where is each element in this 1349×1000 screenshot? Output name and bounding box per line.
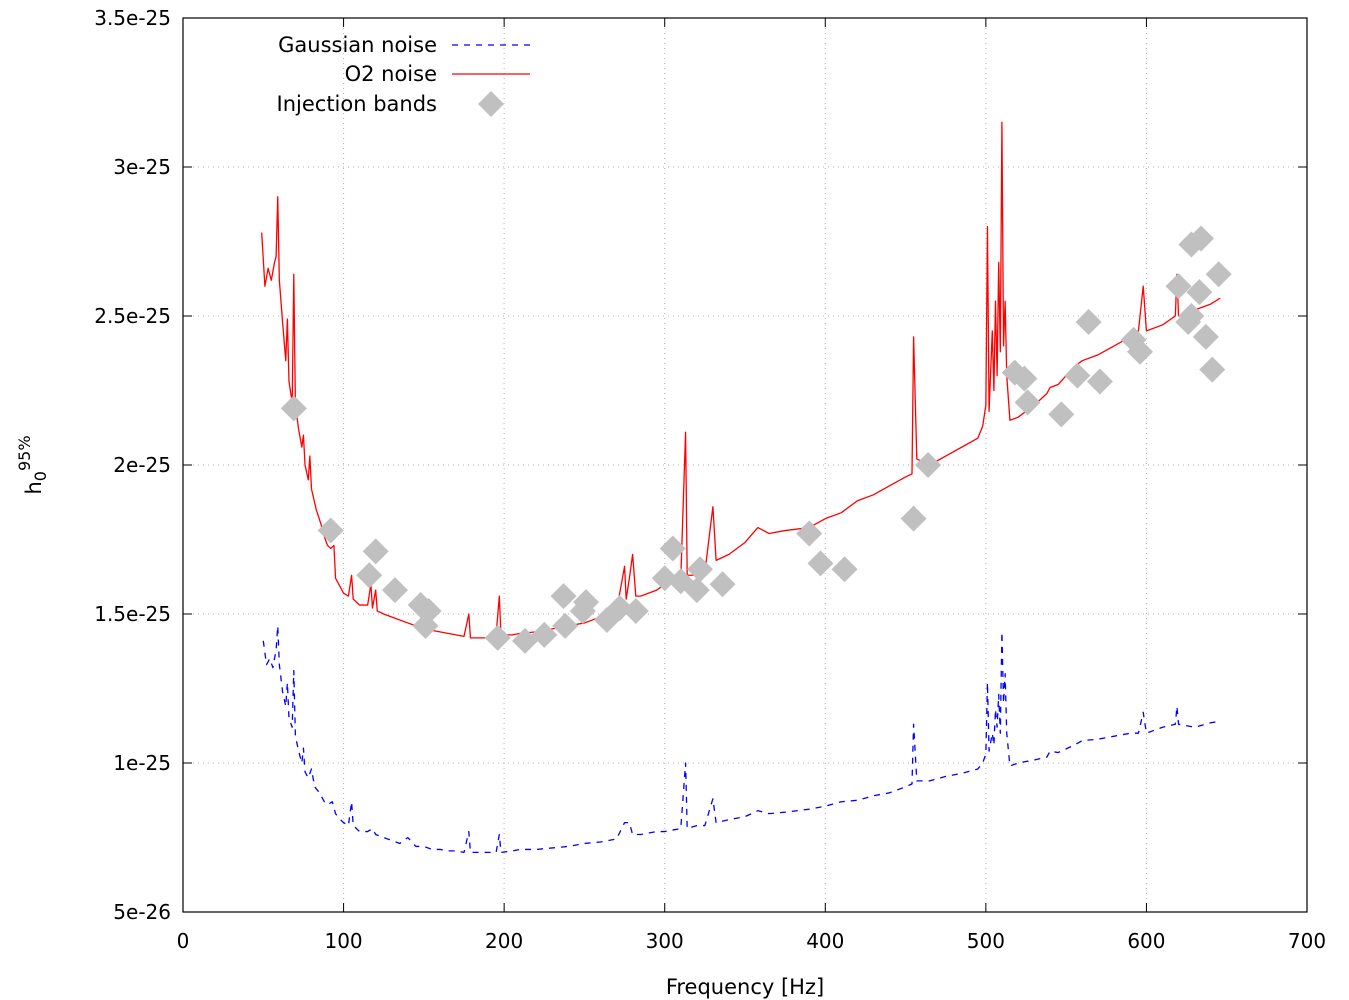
y-axis-label-base: h: [22, 481, 46, 494]
legend: Gaussian noise O2 noise Injection bands: [277, 33, 530, 117]
y-tick-label: 3e-25: [113, 155, 171, 179]
injection-band-point: [622, 598, 649, 625]
injection-band-point: [807, 550, 834, 577]
x-tick-label: 200: [485, 929, 523, 953]
injection-band-point: [1186, 279, 1213, 306]
x-tick-label: 100: [324, 929, 362, 953]
y-tick-label: 2.5e-25: [94, 304, 171, 328]
injection-band-point: [1205, 261, 1232, 288]
injection-band-point: [687, 556, 714, 583]
grid-lines: [183, 18, 1307, 912]
injection-band-point: [415, 598, 442, 625]
injection-band-point: [381, 577, 408, 604]
x-tick-label: 400: [806, 929, 844, 953]
injection-band-point: [1064, 362, 1091, 389]
y-axis-label-sub: 0: [31, 471, 50, 481]
injection-band-point: [915, 452, 942, 478]
series-o2-noise-line: [261, 121, 1221, 639]
y-axis-label: h095%: [15, 435, 50, 494]
series-layer: [261, 121, 1232, 854]
x-tick-label: 300: [646, 929, 684, 953]
x-tick-label: 600: [1127, 929, 1165, 953]
y-tick-label: 3.5e-25: [94, 6, 171, 30]
axis-ticks: [182, 17, 1308, 913]
injection-band-point: [573, 589, 600, 616]
injection-band-point: [362, 538, 389, 565]
injection-band-point: [831, 556, 858, 583]
injection-band-point: [317, 517, 344, 544]
tick-labels: 0 100 200 300 400 500 600 700 5e-26 1e-25 1.5e-25 2…: [94, 6, 1326, 953]
injection-band-point: [1075, 308, 1102, 335]
injection-band-point: [651, 565, 678, 592]
legend-label-o2-noise: O2 noise: [345, 62, 437, 86]
injection-band-point: [659, 535, 686, 562]
injection-band-point: [683, 577, 710, 604]
x-tick-label: 700: [1288, 929, 1326, 953]
injection-band-point: [280, 395, 307, 422]
y-tick-label: 5e-26: [113, 900, 171, 924]
injection-band-point: [1127, 338, 1154, 365]
injection-band-point: [900, 505, 927, 532]
injection-band-point: [709, 571, 736, 598]
injection-band-point: [1014, 389, 1041, 416]
x-tick-label: 0: [177, 929, 190, 953]
injection-band-point: [1086, 368, 1113, 395]
injection-band-point: [1165, 273, 1192, 300]
y-axis-label-sup: 95%: [15, 435, 34, 471]
y-tick-label: 1.5e-25: [94, 602, 171, 626]
injection-band-point: [1199, 356, 1226, 383]
y-tick-label: 2e-25: [113, 453, 171, 477]
injection-band-point: [531, 621, 558, 648]
injection-band-point: [1048, 401, 1075, 428]
injection-band-point: [552, 612, 579, 639]
injection-band-point: [1011, 365, 1038, 392]
x-tick-label: 500: [967, 929, 1005, 953]
injection-band-point: [796, 520, 823, 547]
y-tick-label: 1e-25: [113, 751, 171, 775]
injection-band-point: [356, 562, 383, 589]
injection-band-point: [484, 624, 511, 651]
legend-label-gaussian-noise: Gaussian noise: [278, 33, 437, 57]
injection-band-point: [1192, 323, 1219, 350]
series-injection-bands: [280, 225, 1232, 654]
injection-band-point: [512, 627, 539, 654]
injection-band-point: [606, 595, 633, 622]
injection-band-point: [1188, 225, 1215, 252]
legend-label-injection-bands: Injection bands: [277, 92, 437, 116]
x-axis-label: Frequency [Hz]: [666, 975, 824, 999]
injection-band-point: [1178, 303, 1205, 329]
injection-band-point: [550, 583, 577, 610]
legend-swatch-injection-bands: [478, 91, 504, 117]
series-gaussian-noise-line: [262, 625, 1221, 854]
